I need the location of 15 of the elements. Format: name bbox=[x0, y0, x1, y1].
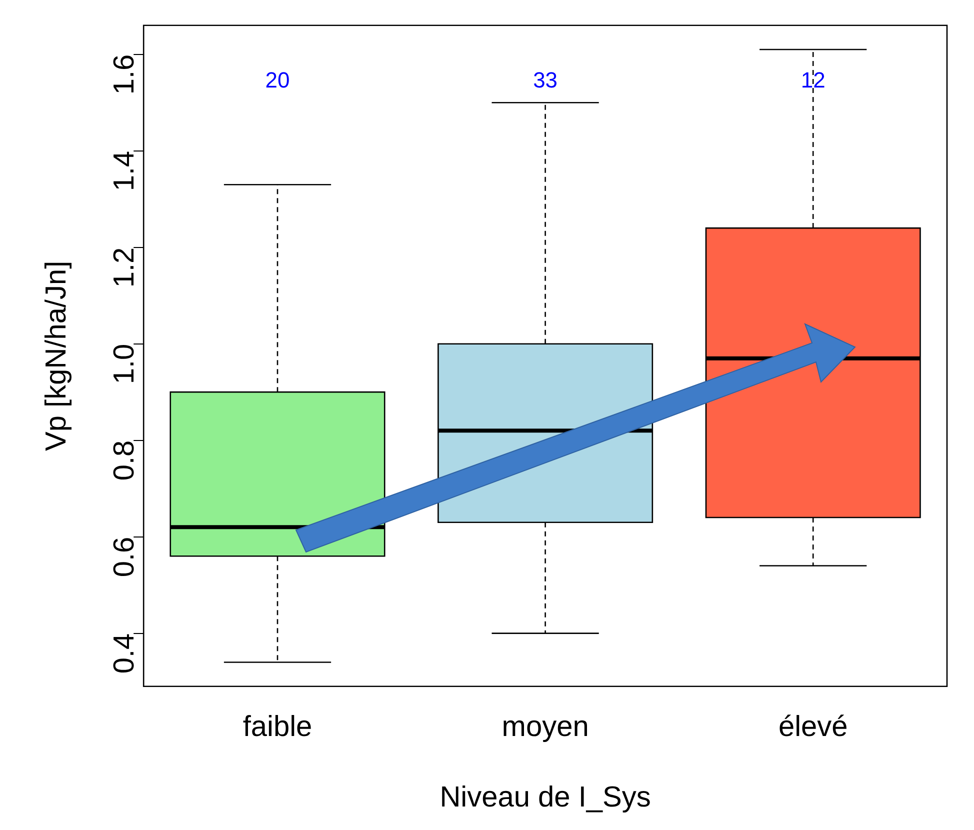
y-tick-label: 0.6 bbox=[108, 536, 141, 578]
y-tick-label: 1.0 bbox=[108, 344, 141, 384]
x-tick-label: moyen bbox=[502, 710, 589, 743]
y-tick-label: 1.4 bbox=[108, 150, 141, 192]
y-tick-label: 1.6 bbox=[108, 54, 141, 95]
y-tick-label: 0.8 bbox=[108, 440, 141, 481]
annotation: 12 bbox=[800, 68, 826, 93]
y-axis-title: Vp [kgN/ha/Jn] bbox=[40, 260, 72, 452]
x-axis-title: Niveau de I_Sys bbox=[440, 782, 651, 814]
x-tick-label: faible bbox=[242, 710, 312, 743]
annotation: 20 bbox=[265, 68, 290, 93]
y-tick-label: 0.4 bbox=[108, 633, 141, 674]
y-tick-label: 1.2 bbox=[108, 247, 141, 288]
annotation: 33 bbox=[533, 68, 558, 93]
x-tick-label: élevé bbox=[778, 710, 848, 743]
